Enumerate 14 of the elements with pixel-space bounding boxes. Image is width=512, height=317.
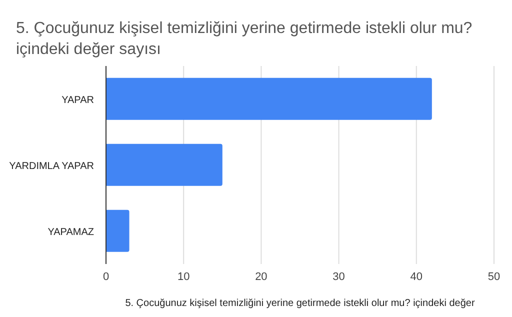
x-tick-label: 30	[332, 270, 345, 283]
x-tick-label: 50	[488, 270, 500, 283]
x-tick-label: 0	[102, 270, 110, 283]
x-tick-label: 10	[177, 270, 190, 283]
chart-title: 5. Çocuğunuz kişisel temizliğini yerine getirmede istekli olur mu? içindeki değer sayısı	[16, 19, 474, 60]
y-tick-label: YARDIMLA YAPAR	[9, 161, 94, 172]
bar	[106, 144, 222, 186]
x-axis-title: 5. Çocuğunuz kişisel temizliğini yerine getirmede istekli olur mu? içindeki değer	[125, 298, 476, 309]
y-tick-label: YAPAR	[62, 95, 94, 106]
y-tick-label: YAPAMAZ	[48, 227, 94, 238]
x-tick-label: 40	[410, 270, 423, 283]
bar	[106, 210, 130, 252]
x-tick-label: 20	[255, 270, 268, 283]
bar	[106, 78, 432, 120]
